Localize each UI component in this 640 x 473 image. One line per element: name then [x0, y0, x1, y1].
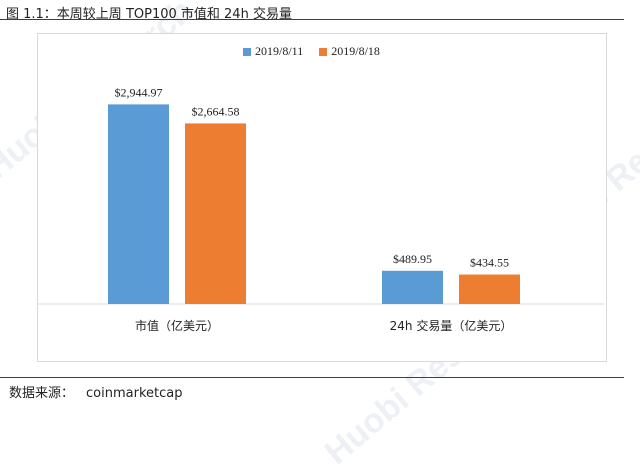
source-value: coinmarketcap [86, 386, 183, 401]
bar [185, 123, 246, 304]
data-label: $489.95 [393, 252, 432, 266]
legend-label: 2019/8/18 [331, 44, 380, 58]
bar [382, 270, 443, 304]
legend-label: 2019/8/11 [255, 44, 304, 58]
source-line: 数据来源： coinmarketcap [9, 382, 182, 401]
x-tick-label: 市值（亿美元） [135, 318, 219, 333]
legend-item: 2019/8/11 [243, 44, 303, 59]
x-tick-label: 24h 交易量（亿美元） [390, 318, 513, 333]
data-label: $2,664.58 [192, 104, 240, 118]
bar [108, 104, 169, 304]
bar [459, 274, 520, 304]
source-label: 数据来源： [9, 386, 75, 401]
data-label: $2,944.97 [115, 85, 163, 99]
legend-swatch-blue [243, 47, 251, 56]
top-rule [0, 19, 624, 20]
bar-chart: $2,944.97 $2,664.58 市值（亿美元） $489.95 $434.55 2… [38, 85, 604, 333]
legend-swatch-orange [319, 47, 328, 56]
legend: 2019/8/11 2019/8/18 [243, 44, 380, 59]
bottom-rule [0, 377, 624, 378]
legend-item: 2019/8/18 [319, 44, 380, 59]
data-label: $434.55 [470, 256, 509, 270]
figure-title: 图 1.1：本周较上周 TOP100 市值和 24h 交易量 [6, 7, 292, 22]
